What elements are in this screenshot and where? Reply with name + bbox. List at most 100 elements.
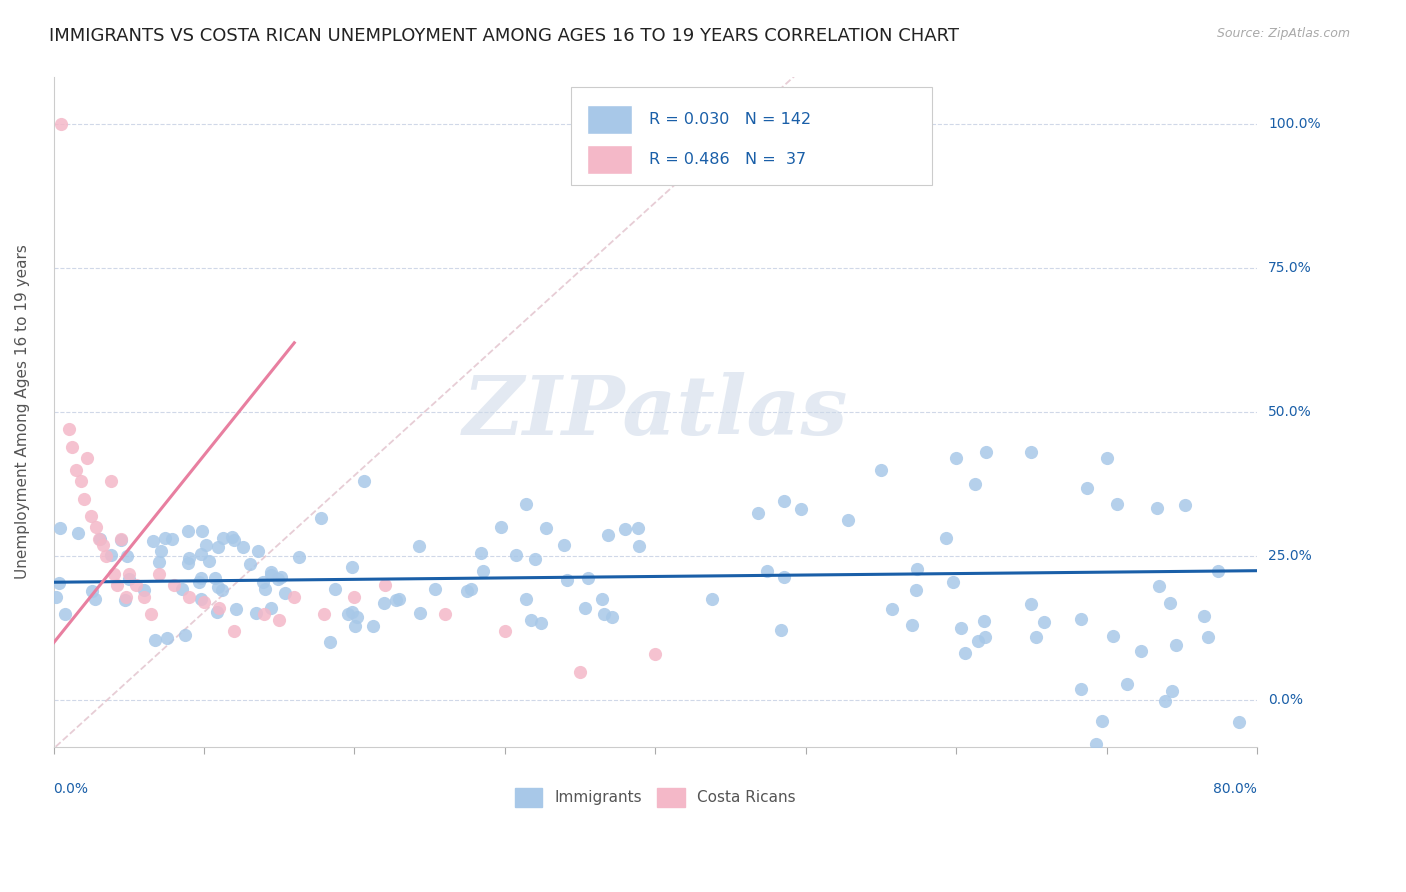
Point — [254, 582, 277, 597]
Point — [953, 646, 976, 660]
Point — [523, 552, 546, 566]
Point — [87, 532, 110, 546]
Point — [132, 590, 155, 604]
Point — [125, 578, 148, 592]
Point — [574, 601, 596, 615]
Point — [1149, 579, 1171, 593]
Point — [260, 566, 283, 580]
Point — [423, 582, 446, 596]
Point — [89, 532, 111, 546]
Text: R = 0.030   N = 142: R = 0.030 N = 142 — [650, 112, 811, 127]
Point — [232, 540, 254, 554]
Point — [388, 592, 411, 607]
Point — [576, 571, 599, 585]
Point — [974, 445, 997, 459]
Text: 80.0%: 80.0% — [1213, 782, 1257, 797]
Point — [142, 534, 165, 549]
Text: Source: ZipAtlas.com: Source: ZipAtlas.com — [1216, 27, 1350, 40]
Text: 0.0%: 0.0% — [1268, 693, 1303, 707]
Point — [195, 538, 218, 552]
Point — [323, 582, 346, 596]
Point — [267, 572, 290, 586]
Point — [114, 590, 136, 604]
Point — [314, 607, 336, 621]
Point — [132, 583, 155, 598]
Point — [110, 532, 132, 546]
Point — [177, 557, 200, 571]
Point — [245, 606, 267, 620]
Point — [755, 565, 778, 579]
Point — [1019, 598, 1042, 612]
Point — [870, 463, 893, 477]
Point — [433, 607, 456, 621]
Point — [80, 508, 103, 523]
Point — [211, 582, 233, 597]
Point — [628, 539, 651, 553]
Point — [198, 554, 221, 568]
Point — [949, 621, 972, 635]
Point — [974, 630, 997, 644]
Point — [69, 475, 91, 489]
Point — [48, 521, 70, 535]
Point — [591, 592, 613, 607]
Point — [555, 573, 578, 587]
Point — [239, 557, 262, 571]
Point — [253, 607, 276, 621]
Point — [84, 591, 107, 606]
Point — [103, 566, 125, 581]
Point — [373, 578, 395, 592]
Point — [96, 549, 118, 564]
Point — [494, 624, 516, 639]
Point — [224, 533, 246, 548]
Point — [1154, 693, 1177, 707]
Point — [118, 566, 141, 581]
Point — [935, 532, 957, 546]
Point — [190, 591, 212, 606]
Point — [534, 521, 557, 535]
Point — [1025, 631, 1047, 645]
Point — [1091, 714, 1114, 729]
Point — [456, 583, 478, 598]
Point — [283, 590, 305, 604]
Point — [105, 578, 128, 592]
Point — [100, 549, 122, 563]
Point — [789, 502, 811, 516]
Point — [190, 524, 212, 539]
Point — [73, 491, 96, 506]
Point — [505, 548, 527, 562]
Point — [162, 532, 184, 546]
Point — [373, 596, 395, 610]
Point — [1076, 481, 1098, 495]
Text: 75.0%: 75.0% — [1268, 260, 1312, 275]
Point — [340, 605, 363, 619]
Legend: Immigrants, Costa Ricans: Immigrants, Costa Ricans — [509, 781, 801, 813]
Point — [409, 606, 432, 620]
Y-axis label: Unemployment Among Ages 16 to 19 years: Unemployment Among Ages 16 to 19 years — [15, 244, 30, 580]
Point — [343, 590, 366, 604]
Point — [973, 614, 995, 628]
Point — [84, 520, 107, 534]
Point — [945, 451, 967, 466]
Point — [1174, 498, 1197, 512]
Point — [1160, 684, 1182, 698]
Point — [1021, 445, 1043, 459]
Point — [1115, 677, 1137, 691]
Point — [48, 576, 70, 591]
Point — [270, 570, 292, 584]
Point — [340, 559, 363, 574]
Point — [91, 538, 114, 552]
Text: 50.0%: 50.0% — [1268, 405, 1312, 419]
Point — [363, 618, 385, 632]
Point — [273, 586, 295, 600]
Point — [600, 610, 623, 624]
Point — [100, 475, 122, 489]
Point — [596, 527, 619, 541]
Point — [837, 512, 859, 526]
Point — [204, 571, 226, 585]
Point — [118, 572, 141, 586]
Point — [60, 440, 83, 454]
Point — [76, 451, 98, 466]
Point — [1032, 615, 1054, 629]
Point — [747, 507, 769, 521]
Text: 0.0%: 0.0% — [53, 782, 89, 797]
